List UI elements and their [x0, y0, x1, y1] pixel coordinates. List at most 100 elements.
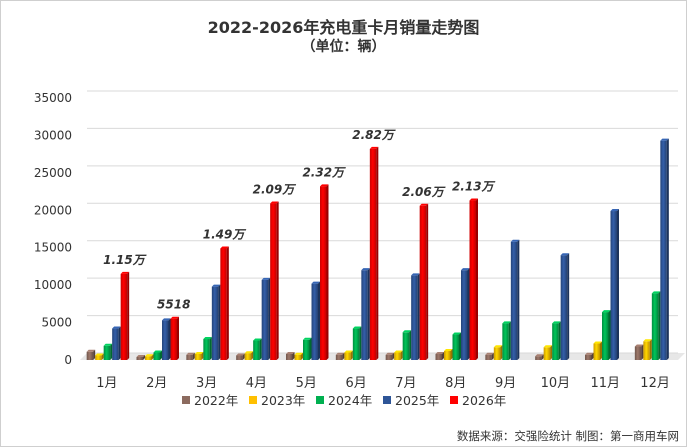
x-tick-label: 10月 — [541, 376, 571, 391]
bar-side-2025年-9月 — [517, 239, 520, 360]
bar-side-2024年-12月 — [658, 291, 661, 360]
bar-2025年-10月 — [560, 255, 568, 360]
bar-side-2026年-7月 — [426, 203, 429, 360]
bar-side-2025年-12月 — [666, 138, 669, 360]
bar-2024年-3月 — [203, 339, 210, 360]
bar-2024年-10月 — [552, 323, 559, 360]
bar-2025年-4月 — [261, 279, 269, 360]
bar-top-2022年-1月 — [86, 349, 96, 352]
bar-2023年-3月 — [194, 354, 202, 360]
bar-top-2025年-3月 — [211, 284, 221, 287]
bar-2026年-1月 — [120, 273, 128, 360]
bar-side-2024年-5月 — [309, 337, 312, 360]
bar-top-2024年-1月 — [103, 343, 113, 346]
bar-2022年-12月 — [634, 346, 642, 360]
legend-swatch — [450, 396, 458, 404]
bar-side-2026年-6月 — [376, 146, 379, 360]
bar-2024年-8月 — [452, 334, 459, 360]
bar-top-2025年-2月 — [162, 318, 171, 321]
bar-2022年-2月 — [136, 357, 143, 360]
bar-side-2025年-1月 — [118, 326, 121, 360]
data-label: 1.49万 — [203, 227, 247, 241]
x-tick-label: 12月 — [640, 376, 670, 391]
legend-label: 2025年 — [395, 393, 439, 408]
bar-top-2024年-10月 — [552, 321, 561, 324]
bar-top-2025年-5月 — [311, 281, 320, 284]
bar-top-2024年-6月 — [352, 326, 362, 329]
bar-2022年-3月 — [186, 354, 193, 360]
bar-side-2024年-3月 — [209, 337, 212, 360]
bar-2026年-8月 — [469, 200, 476, 360]
bar-2022年-8月 — [435, 354, 442, 360]
bar-top-2023年-2月 — [145, 354, 154, 357]
bar-side-2023年-7月 — [400, 350, 403, 360]
bar-2024年-5月 — [303, 339, 310, 360]
bar-top-2025年-4月 — [261, 277, 271, 280]
bar-top-2022年-10月 — [535, 354, 544, 357]
bar-2025年-6月 — [361, 270, 368, 360]
bar-top-2022年-7月 — [385, 352, 395, 355]
legend-label: 2022年 — [194, 393, 238, 408]
bar-2023年-12月 — [643, 341, 650, 360]
x-tick-label: 7月 — [395, 376, 416, 391]
bar-2024年-1月 — [103, 345, 111, 360]
bar-top-2025年-12月 — [660, 138, 669, 141]
bar-top-2023年-8月 — [444, 349, 453, 352]
bar-top-2023年-3月 — [194, 352, 204, 355]
bar-2023年-6月 — [344, 352, 351, 360]
bar-top-2023年-4月 — [244, 351, 254, 354]
bar-side-2024年-4月 — [259, 338, 262, 360]
bar-side-2024年-11月 — [608, 310, 611, 360]
bar-top-2024年-8月 — [452, 332, 461, 335]
bar-top-2023年-5月 — [294, 352, 303, 355]
bar-2023年-1月 — [95, 355, 102, 360]
bar-2024年-12月 — [651, 293, 659, 360]
data-label: 2.32万 — [302, 165, 346, 179]
data-label: 2.82万 — [352, 128, 396, 142]
bar-top-2026年-5月 — [320, 184, 329, 187]
bar-top-2025年-9月 — [510, 239, 520, 242]
bar-top-2022年-8月 — [435, 352, 444, 355]
x-tick-label: 8月 — [445, 376, 466, 391]
x-tick-label: 5月 — [296, 376, 317, 391]
bar-top-2024年-4月 — [253, 338, 262, 341]
data-label: 1.15万 — [103, 253, 147, 267]
legend-label: 2026年 — [462, 393, 506, 408]
bar-side-2025年-6月 — [367, 268, 370, 360]
y-tick-label: 25000 — [34, 166, 72, 180]
bar-side-2023年-2月 — [151, 354, 154, 360]
bar-top-2022年-6月 — [335, 352, 345, 355]
bar-side-2023年-9月 — [500, 345, 503, 360]
bar-side-2026年-8月 — [476, 198, 478, 360]
y-tick-label: 35000 — [34, 91, 72, 105]
bar-side-2024年-6月 — [359, 326, 362, 360]
bar-side-2024年-2月 — [160, 350, 162, 360]
bar-2022年-5月 — [286, 354, 293, 360]
bar-top-2025年-6月 — [361, 268, 370, 271]
bar-top-2022年-3月 — [186, 352, 195, 355]
bar-side-2025年-7月 — [417, 273, 420, 360]
bar-top-2022年-9月 — [485, 352, 494, 355]
bar-2023年-10月 — [543, 347, 551, 360]
bar-top-2024年-5月 — [303, 337, 312, 340]
bar-side-2026年-3月 — [226, 246, 229, 360]
bar-side-2022年-5月 — [292, 352, 295, 360]
data-label: 5518 — [157, 298, 190, 312]
bar-top-2023年-7月 — [394, 350, 403, 353]
bar-2026年-2月 — [170, 318, 177, 360]
bar-2026年-6月 — [369, 148, 377, 360]
bar-side-2022年-1月 — [93, 349, 96, 360]
bar-side-2023年-10月 — [550, 345, 553, 360]
chart-title: 2022-2026年充电重卡月销量走势图 — [207, 18, 480, 37]
bar-top-2023年-6月 — [344, 350, 353, 353]
bar-side-2022年-12月 — [641, 344, 644, 360]
bar-side-2026年-5月 — [326, 184, 329, 360]
y-tick-label: 20000 — [34, 203, 72, 217]
chart-floor — [80, 353, 685, 360]
bar-top-2024年-12月 — [651, 291, 661, 294]
bar-2022年-1月 — [86, 351, 94, 360]
bar-top-2026年-7月 — [419, 203, 429, 206]
bar-2025年-11月 — [610, 211, 617, 360]
bar-top-2026年-2月 — [170, 316, 179, 319]
